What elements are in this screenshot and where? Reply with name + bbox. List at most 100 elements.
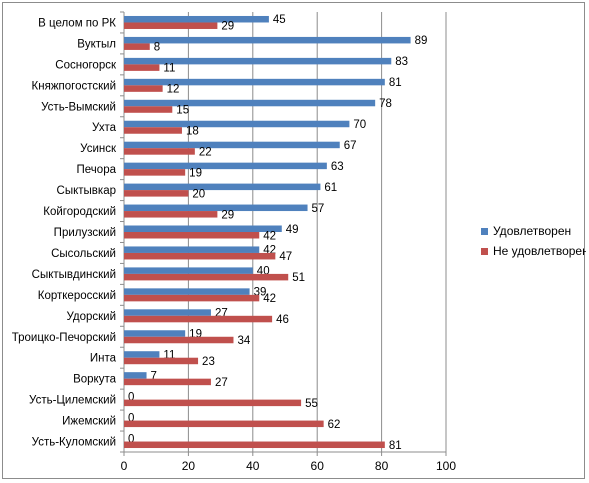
legend-label: Не удовлетворен <box>493 244 586 258</box>
data-label: 61 <box>324 182 337 194</box>
bar <box>124 441 385 449</box>
category-label: Корткеросский <box>38 290 116 302</box>
category-label: Ижемский <box>62 416 116 428</box>
data-label: 42 <box>263 230 276 242</box>
category-label: Усть-Вымский <box>41 101 116 113</box>
data-label: 57 <box>312 203 325 215</box>
data-label: 42 <box>263 293 276 305</box>
bar <box>124 378 211 386</box>
category-label: Усть-Куломский <box>32 437 116 449</box>
data-label: 20 <box>192 188 205 200</box>
bar-chart: 0 20 40 60 80 100 В целом по РК 45 29 Вуктыл 89 8 Со… <box>12 11 586 473</box>
data-label: 27 <box>215 377 228 389</box>
x-tick-label: 0 <box>121 459 128 473</box>
bar <box>124 106 173 113</box>
data-label: 49 <box>286 224 299 236</box>
data-label: 70 <box>353 119 366 131</box>
data-label: 63 <box>331 161 344 173</box>
bar <box>124 15 269 23</box>
data-label: 11 <box>163 349 175 361</box>
x-tick-label: 100 <box>436 459 456 473</box>
bar <box>124 315 273 323</box>
data-label: 34 <box>237 335 250 347</box>
data-label: 47 <box>279 251 292 263</box>
x-tick-label: 80 <box>375 459 389 473</box>
category-label: Усинск <box>80 143 117 155</box>
bar <box>124 288 250 295</box>
category-label: Прилузский <box>54 227 116 239</box>
data-label: 29 <box>221 209 234 221</box>
category-label: Усть-Цилемский <box>29 395 116 407</box>
bar <box>124 183 321 191</box>
bar <box>124 148 195 155</box>
data-label: 83 <box>395 56 408 68</box>
x-tick-label: 60 <box>311 459 325 473</box>
bar <box>124 64 160 71</box>
bar <box>124 232 260 239</box>
data-label: 46 <box>276 314 289 326</box>
data-label: 23 <box>202 356 215 368</box>
bar <box>124 294 260 302</box>
data-label: 19 <box>189 167 202 179</box>
data-label: 11 <box>163 63 175 75</box>
category-label: Койгородский <box>43 206 116 218</box>
data-label: 12 <box>167 84 180 96</box>
chart-frame: 0 20 40 60 80 100 В целом по РК 45 29 Вуктыл 89 8 Со… <box>2 2 586 479</box>
category-label: Сосногорск <box>55 59 117 71</box>
bar <box>124 141 340 149</box>
data-label: 8 <box>154 42 160 54</box>
bar <box>124 351 160 358</box>
category-label: Удорский <box>66 311 116 323</box>
bar <box>124 57 392 65</box>
bar <box>124 78 385 86</box>
category-label: Вуктыл <box>77 38 116 50</box>
legend-label: Удовлетворен <box>493 224 571 238</box>
data-label: 81 <box>389 77 402 89</box>
bar <box>124 190 189 197</box>
data-label: 18 <box>186 125 199 137</box>
bar <box>124 330 186 337</box>
bar <box>124 246 260 253</box>
bar <box>124 43 150 50</box>
bar <box>124 336 234 344</box>
bar <box>124 99 376 107</box>
category-label: Инта <box>90 353 117 365</box>
bar <box>124 420 324 428</box>
legend-swatch <box>481 228 488 235</box>
bar <box>124 252 276 260</box>
bar <box>124 211 218 218</box>
data-label: 15 <box>176 105 189 117</box>
data-label: 45 <box>273 14 286 26</box>
bar <box>124 309 211 316</box>
category-label: Сысольский <box>51 248 116 260</box>
category-label: Печора <box>77 164 117 176</box>
data-label: 51 <box>292 272 305 284</box>
data-label: 81 <box>389 440 402 452</box>
bar <box>124 357 199 365</box>
data-label: 62 <box>328 419 341 431</box>
category-label: Троицко-Печорский <box>12 332 116 344</box>
legend-swatch <box>481 248 488 255</box>
data-label: 55 <box>305 398 318 410</box>
bar <box>124 225 282 232</box>
bar <box>124 22 218 29</box>
category-label: Княжпогостский <box>32 80 116 92</box>
category-label: В целом по РК <box>38 17 116 29</box>
category-label: Сыктывдинский <box>32 269 116 281</box>
category-label: Сыктывкар <box>57 185 116 197</box>
bar <box>124 162 327 170</box>
bar <box>124 169 186 176</box>
data-label: 0 <box>128 391 134 403</box>
data-label: 0 <box>128 412 134 424</box>
data-label: 29 <box>221 21 234 33</box>
category-label: Ухта <box>92 122 117 134</box>
bar <box>124 127 182 134</box>
data-label: 22 <box>199 146 212 158</box>
category-label: Воркута <box>73 374 117 386</box>
data-label: 7 <box>151 370 157 382</box>
bar <box>124 85 163 92</box>
x-tick-label: 20 <box>182 459 196 473</box>
bar <box>124 372 147 379</box>
bar <box>124 204 308 212</box>
bar <box>124 120 350 128</box>
